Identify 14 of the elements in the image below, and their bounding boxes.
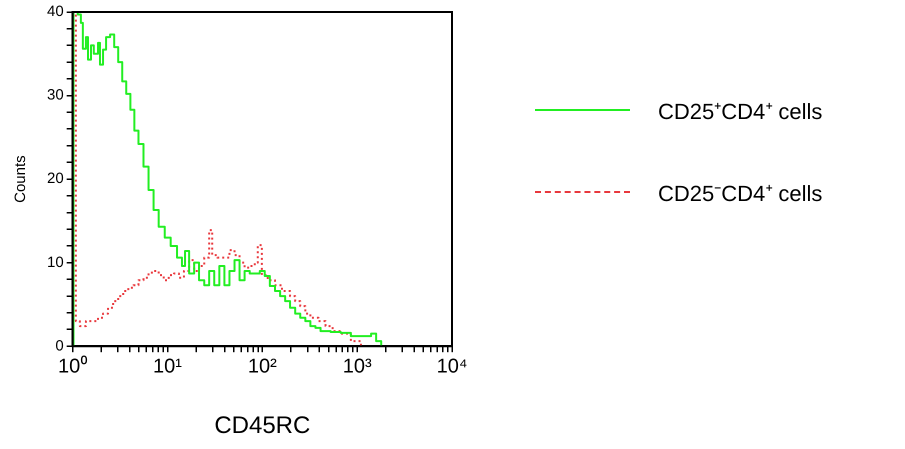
x-tick-label: 10³ <box>342 356 372 378</box>
x-axis-title: CD45RC <box>214 412 310 440</box>
y-tick-label: 10 <box>46 254 64 271</box>
x-tick-label: 10⁰ <box>58 354 88 378</box>
y-tick-label: 40 <box>46 3 64 20</box>
y-tick-label: 30 <box>46 86 64 104</box>
legend-label: CD25⁺CD4⁺ cells <box>658 98 822 125</box>
x-tick-label: 10² <box>248 356 278 378</box>
legend-label: CD25⁻CD4⁺ cells <box>658 180 822 207</box>
x-tick-label: 10⁴ <box>436 356 468 378</box>
y-axis-title: Counts <box>12 155 30 203</box>
x-tick-label: 10¹ <box>153 356 182 378</box>
y-tick-label: 0 <box>55 337 64 354</box>
y-tick-label: 20 <box>46 170 64 188</box>
